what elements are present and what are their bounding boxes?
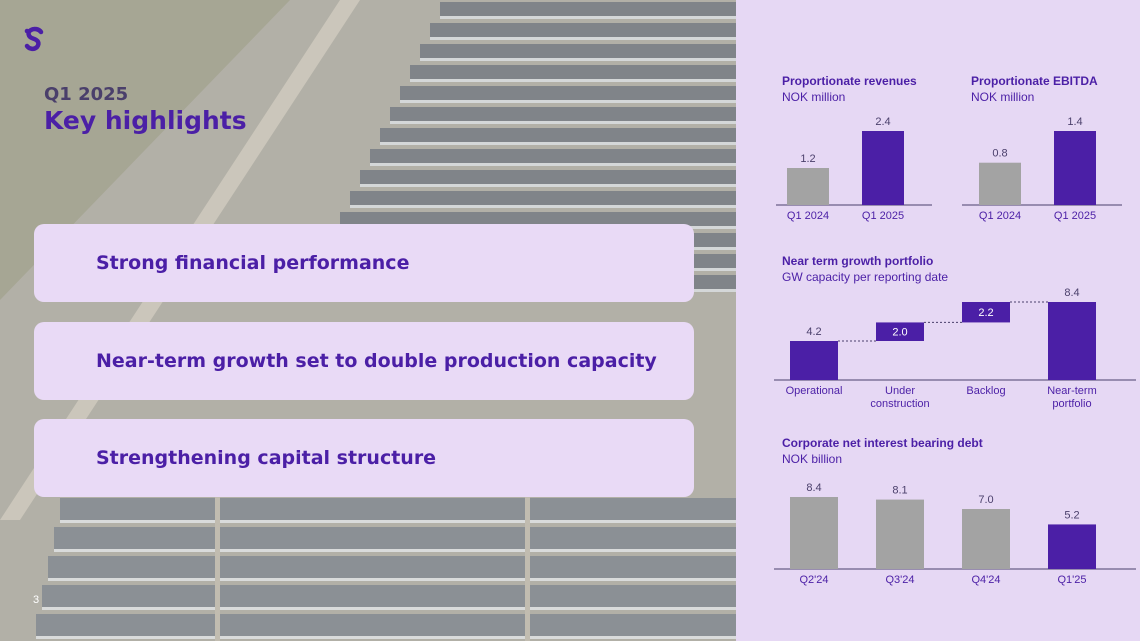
panel-row-edge (42, 607, 736, 610)
panel-row-edge (48, 578, 736, 581)
panel-row (420, 44, 736, 58)
debt-chart: 8.4 Q2'24 8.1 Q3'24 7.0 Q4'24 5.2 Q1'25 (774, 482, 1136, 586)
page-number: 3 (33, 594, 40, 606)
data-label: 2.0 (892, 327, 907, 339)
revenues-chart-unit: NOK million (782, 90, 846, 104)
panel-row (370, 149, 736, 163)
bar-q1-2024 (787, 168, 829, 205)
panel-row-edge (380, 142, 736, 145)
debt-chart-unit: NOK billion (782, 452, 843, 466)
highlight-card-growth: Near-term growth set to double productio… (34, 322, 694, 400)
bar-q3-24 (876, 499, 924, 569)
category-label: Q1'25 (1057, 574, 1086, 586)
panel-gap (525, 490, 530, 641)
debt-chart-title: Corporate net interest bearing debt (782, 436, 983, 450)
panel-row-edge (410, 79, 736, 82)
panel-row (360, 170, 736, 184)
category-label: Q2'24 (799, 574, 828, 586)
panel-row-edge (350, 205, 736, 208)
panel-row (440, 2, 736, 16)
data-label: 8.4 (806, 482, 821, 494)
panel-row-edge (360, 184, 736, 187)
category-label: Q1 2024 (979, 210, 1021, 222)
category-label: Backlog (966, 385, 1005, 397)
solar-farm-image (0, 0, 736, 641)
category-label: Q4'24 (971, 574, 1000, 586)
panel-gap (215, 490, 220, 641)
growth-waterfall-chart: 4.2 Operational 2.0 Under construction 2.2 Bac… (774, 287, 1136, 410)
bar-under-construction (876, 322, 924, 341)
category-label: Q3'24 (885, 574, 914, 586)
revenues-chart-title: Proportionate revenues (782, 74, 917, 88)
ebitda-chart-title: Proportionate EBITDA (971, 74, 1098, 88)
solar-farm-photo (0, 0, 736, 641)
panel-row (340, 212, 736, 226)
bar-q1-25 (1048, 524, 1096, 569)
bar-operational (790, 341, 838, 380)
highlight-text: Strong financial performance (96, 252, 410, 274)
growth-chart-title: Near term growth portfolio (782, 254, 934, 268)
panel-row (410, 65, 736, 79)
panel-row-edge (370, 163, 736, 166)
panel-row (430, 23, 736, 37)
category-label: Q1 2025 (862, 210, 904, 222)
panel-row (54, 527, 736, 549)
data-label: 0.8 (992, 148, 1007, 160)
photo-overlay (0, 0, 736, 641)
bar-q1-2025 (862, 131, 904, 205)
panel-row-edge (420, 58, 736, 61)
revenues-chart: 1.2 Q1 2024 2.4 Q1 2025 (776, 116, 932, 222)
data-label: 2.2 (978, 307, 993, 319)
bar-q1-2025 (1054, 131, 1096, 205)
highlight-text: Strengthening capital structure (96, 447, 437, 469)
panel-row-edge (430, 37, 736, 40)
panel-row-edge (54, 549, 736, 552)
category-label: Under construction (870, 385, 929, 410)
data-label: 2.4 (875, 116, 890, 128)
highlight-text: Near-term growth set to double productio… (96, 350, 657, 372)
panel-row (36, 614, 736, 636)
data-label: 1.4 (1067, 116, 1082, 128)
slide-subtitle: Q1 2025 (44, 84, 129, 105)
data-label: 4.2 (806, 326, 821, 338)
panel-row-edge (400, 100, 736, 103)
data-label: 7.0 (978, 494, 993, 506)
bar-q4-24 (962, 509, 1010, 569)
panel-row-edge (390, 121, 736, 124)
bar-backlog (962, 302, 1010, 323)
data-label: 8.4 (1064, 287, 1079, 299)
category-label: Operational (786, 385, 843, 397)
charts-panel: Proportionate revenues NOK million 1.2 Q1… (736, 0, 1140, 641)
highlight-card-capital: Strengthening capital structure (34, 419, 694, 497)
category-label: Q1 2024 (787, 210, 829, 222)
bar-q2-24 (790, 497, 838, 569)
ebitda-chart-unit: NOK million (971, 90, 1035, 104)
panel-row (60, 498, 736, 520)
data-label: 1.2 (800, 153, 815, 165)
ebitda-chart: 0.8 Q1 2024 1.4 Q1 2025 (962, 116, 1122, 222)
panel-row (390, 107, 736, 121)
category-label: Near-term portfolio (1047, 385, 1097, 410)
panel-row (400, 86, 736, 100)
growth-chart-unit: GW capacity per reporting date (782, 270, 949, 284)
panel-row-edge (60, 520, 736, 523)
highlight-card-financial: Strong financial performance (34, 224, 694, 302)
panel-row (380, 128, 736, 142)
panel-row-edge (36, 636, 736, 639)
bar-near-term-portfolio (1048, 302, 1096, 380)
bar-q1-2024 (979, 162, 1021, 205)
data-label: 5.2 (1064, 509, 1079, 521)
panel-row (350, 191, 736, 205)
slide-title: Key highlights (44, 106, 247, 135)
brand-s-logo-icon (22, 26, 48, 58)
category-label: Q1 2025 (1054, 210, 1096, 222)
panel-row-edge (440, 16, 736, 19)
data-label: 8.1 (892, 485, 907, 497)
